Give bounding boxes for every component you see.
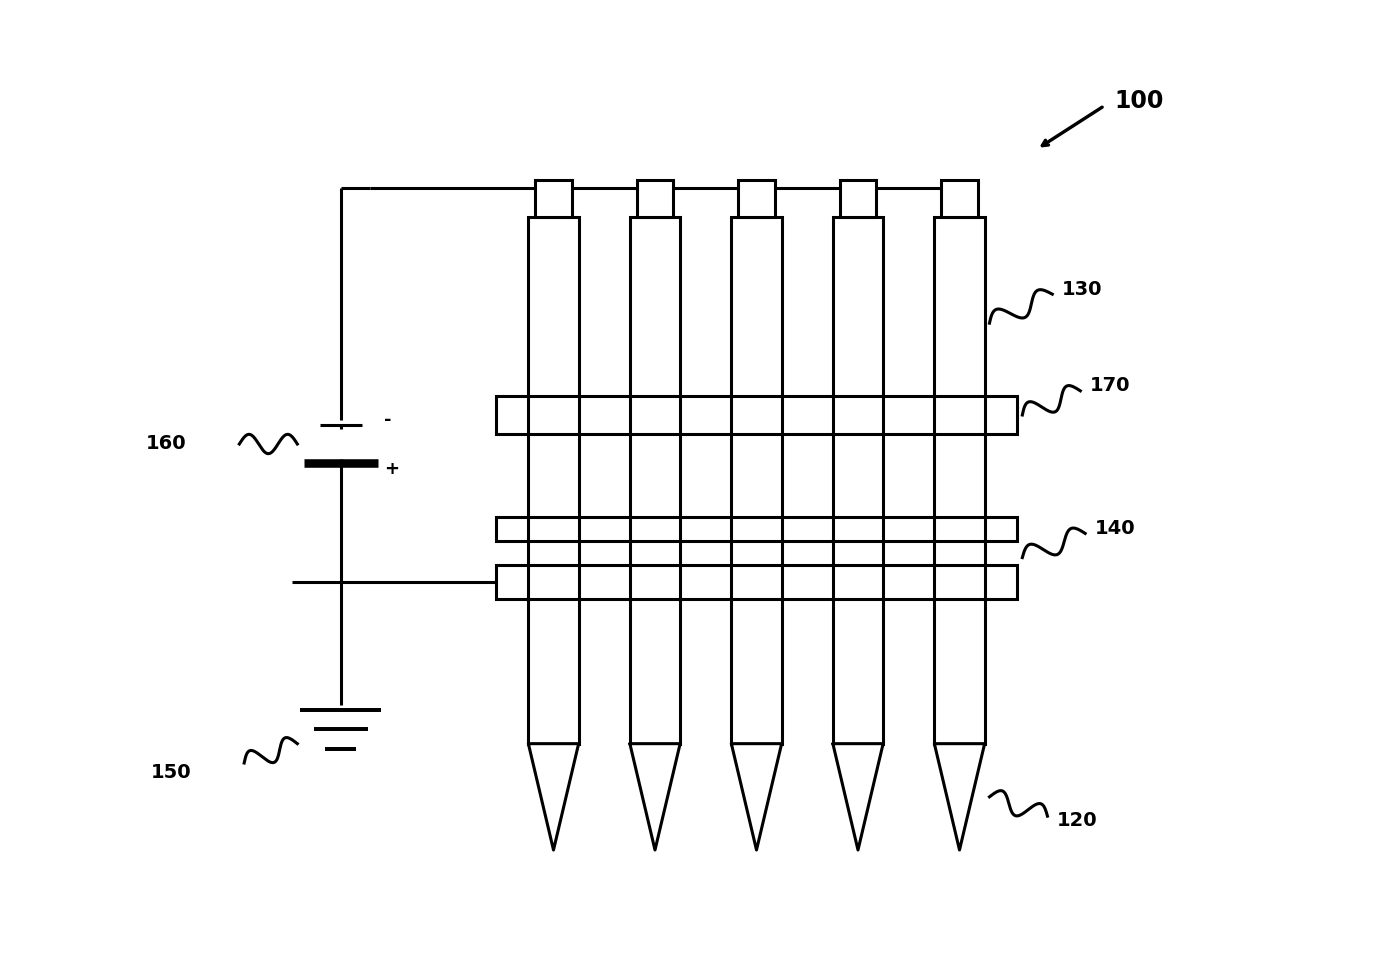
Bar [496, 396, 1017, 434]
Text: 140: 140 [1095, 519, 1136, 538]
Text: 100: 100 [1115, 89, 1164, 113]
Bar [738, 180, 775, 216]
Text: 160: 160 [145, 435, 186, 453]
Polygon shape [732, 744, 782, 850]
Bar [496, 517, 1017, 541]
Text: 150: 150 [151, 763, 191, 782]
Text: +: + [384, 460, 400, 478]
Text: 170: 170 [1090, 376, 1130, 396]
Polygon shape [833, 744, 883, 850]
Polygon shape [630, 744, 680, 850]
Text: -: - [384, 410, 391, 429]
Bar [630, 216, 680, 744]
Text: 120: 120 [1058, 811, 1098, 831]
Bar [840, 180, 876, 216]
Bar [833, 216, 883, 744]
Bar [942, 180, 978, 216]
Bar [496, 565, 1017, 599]
Text: 130: 130 [1062, 280, 1102, 298]
Bar [528, 216, 578, 744]
Bar [732, 216, 782, 744]
Polygon shape [528, 744, 578, 850]
Polygon shape [935, 744, 985, 850]
Bar [535, 180, 571, 216]
Bar [935, 216, 985, 744]
Bar [637, 180, 673, 216]
